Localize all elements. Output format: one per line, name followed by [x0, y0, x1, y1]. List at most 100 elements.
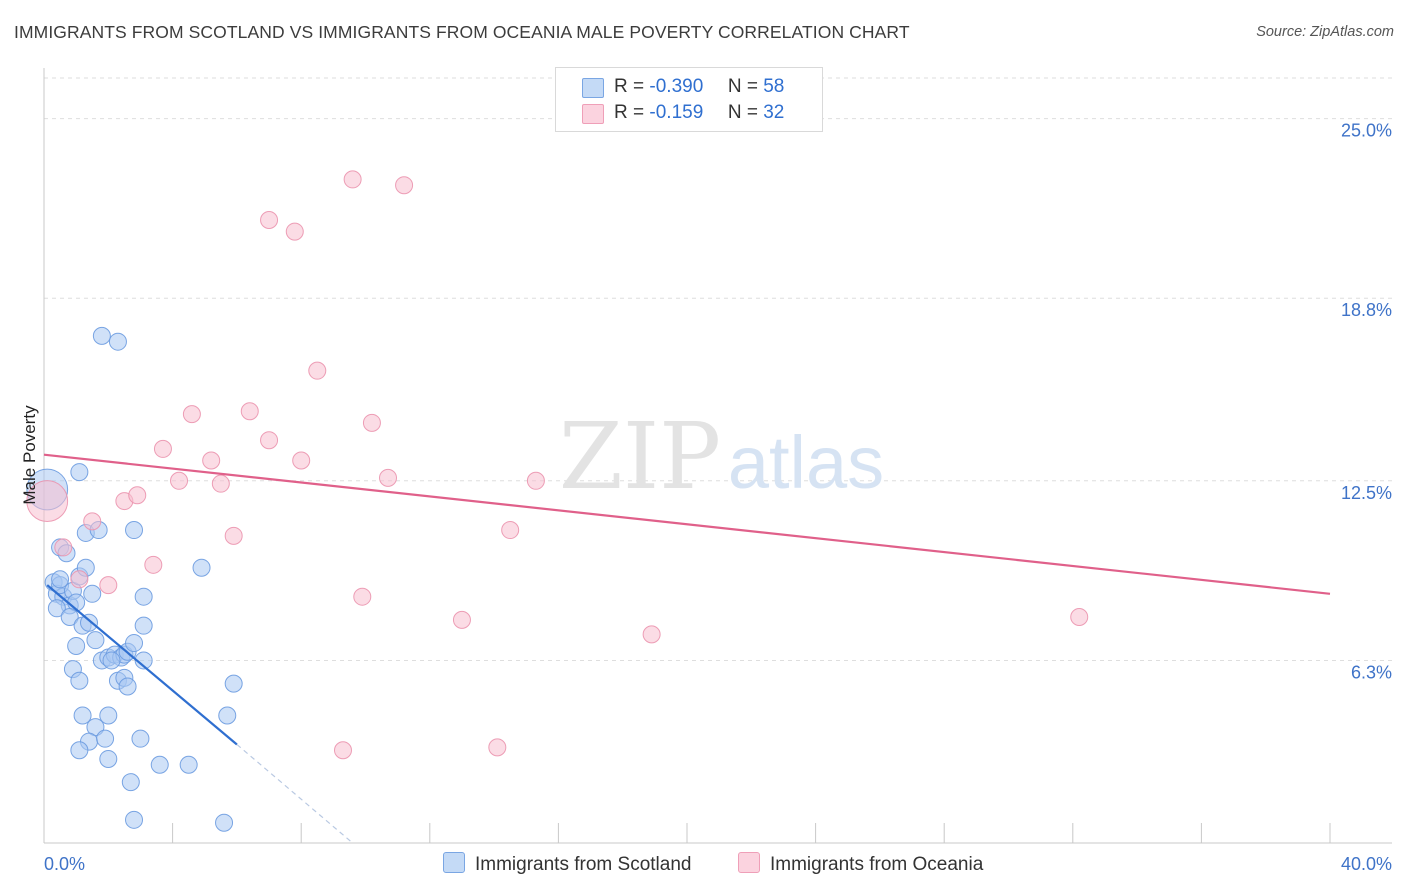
scotland-point [224, 674, 243, 693]
bottom-legend-swatch-oceania [738, 852, 760, 873]
scotland-point [102, 651, 121, 670]
label-layer: 6.3% 12.5% 18.8% 25.0% 0.0% 40.0% [44, 121, 1392, 874]
scotland-point [70, 741, 89, 760]
oceania-point [395, 176, 414, 195]
scotland-point [67, 636, 86, 655]
bottom-legend-swatch-scotland [443, 852, 465, 873]
scotland-point [70, 463, 89, 482]
oceania-point [26, 480, 69, 522]
scotland-point [131, 729, 150, 748]
watermark: ZIP atlas [559, 403, 884, 510]
scotland-point [125, 634, 144, 653]
oceania-point [285, 222, 304, 241]
legend-r-value-oceania: -0.159 [649, 102, 704, 123]
scotland-point [134, 616, 153, 635]
watermark-zip: ZIP [559, 403, 721, 510]
oceania-point [379, 468, 398, 487]
oceania-point [144, 555, 163, 574]
oceania-point [488, 738, 507, 757]
scotland-point [134, 587, 153, 606]
oceania-point [70, 570, 89, 589]
oceania-point [211, 474, 230, 493]
y-axis-title: Male Poverty [20, 405, 39, 505]
chart-title: IMMIGRANTS FROM SCOTLAND VS IMMIGRANTS F… [14, 22, 910, 42]
bottom-legend-label-scotland: Immigrants from Scotland [475, 854, 692, 875]
scotland-point [80, 613, 99, 632]
legend-swatch-oceania [582, 104, 604, 124]
scotland-point [125, 521, 144, 540]
scotland-point [118, 677, 137, 696]
oceania-point [292, 451, 311, 470]
grid-layer [44, 77, 1392, 661]
oceania-point [526, 471, 545, 490]
oceania-point [153, 439, 172, 458]
oceania-point [333, 741, 352, 760]
scotland-point [150, 755, 169, 774]
oceania-point [1070, 607, 1089, 626]
oceania-point [182, 405, 201, 424]
scotland-point [60, 607, 79, 626]
scotland-point [99, 706, 118, 725]
scotland-point [47, 599, 66, 618]
oceania-point [54, 538, 73, 557]
scotland-point [121, 773, 140, 792]
scotland-point [125, 810, 144, 829]
bottom-legend-label-oceania: Immigrants from Oceania [770, 854, 984, 875]
oceania-trend-line [43, 453, 1331, 595]
legend-n-value-oceania: 32 [763, 102, 785, 123]
points-layer [26, 170, 1089, 832]
legend-n-value-scotland: 58 [763, 76, 785, 97]
oceania-point [501, 521, 520, 540]
oceania-point [343, 170, 362, 189]
oceania-point [202, 451, 221, 470]
scotland-point [86, 631, 105, 650]
oceania-point [353, 587, 372, 606]
y-tick-label: 25.0% [1341, 121, 1392, 141]
scotland-point [215, 813, 234, 832]
legend-swatch-scotland [582, 78, 604, 98]
x-tick-label-min: 0.0% [44, 854, 85, 874]
oceania-point [170, 471, 189, 490]
scotland-point [83, 584, 102, 603]
legend-r-value-scotland: -0.390 [649, 76, 704, 97]
oceania-point [128, 486, 147, 505]
legend-n-label: N = [727, 76, 758, 97]
bottom-legend-oceania: Immigrants from Oceania [738, 852, 983, 876]
scotland-point [73, 706, 92, 725]
watermark-atlas: atlas [728, 421, 884, 504]
oceania-point [99, 576, 118, 595]
oceania-point [240, 402, 259, 421]
scotland-point [96, 729, 115, 748]
scotland-point [108, 332, 127, 351]
scotland-point [134, 651, 153, 670]
oceania-point [224, 526, 243, 545]
scotland-point [179, 755, 198, 774]
oceania-point [260, 431, 279, 450]
oceania-point [642, 625, 661, 644]
oceania-point [83, 512, 102, 531]
oceania-point [452, 610, 471, 629]
x-tick-label-max: 40.0% [1341, 854, 1392, 874]
oceania-point [308, 361, 327, 380]
scotland-point [92, 326, 111, 345]
y-tick-label: 12.5% [1341, 483, 1392, 503]
scotland-point [51, 570, 70, 589]
legend-n-label: N = [727, 102, 758, 123]
correlation-legend: R = -0.390 N = 58 R = -0.159 N = 32 [555, 67, 823, 132]
scotland-trend-line [46, 584, 238, 746]
source-label: Source: ZipAtlas.com [1256, 24, 1394, 40]
oceania-point [260, 210, 279, 229]
scotland-point [99, 749, 118, 768]
bottom-legend-scotland: Immigrants from Scotland [443, 852, 691, 876]
y-tick-label: 18.8% [1341, 300, 1392, 320]
legend-r-label: R = [614, 102, 645, 123]
y-tick-label: 6.3% [1351, 662, 1392, 682]
scotland-trend-extension [236, 744, 354, 844]
scotland-point [70, 671, 89, 690]
legend-r-label: R = [614, 76, 645, 97]
scotland-point [192, 558, 211, 577]
scotland-point [218, 706, 237, 725]
oceania-point [362, 413, 381, 432]
trend-layer [43, 453, 1331, 844]
